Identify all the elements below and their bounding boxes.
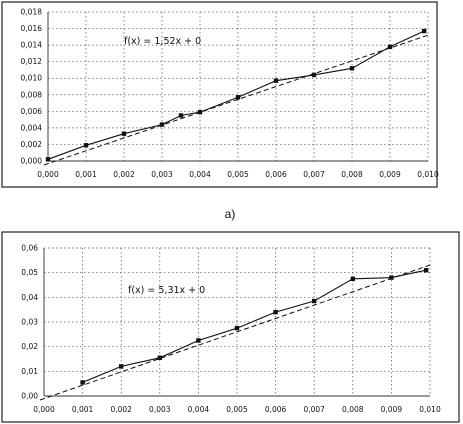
x-tick-label: 0,005 xyxy=(226,405,248,414)
data-point xyxy=(349,66,355,71)
data-point xyxy=(234,325,240,331)
data-point xyxy=(422,28,427,34)
data-point xyxy=(83,143,89,148)
y-tick-label: 0,018 xyxy=(21,8,43,17)
y-tick-label: 0,01 xyxy=(21,367,38,376)
data-point xyxy=(45,157,51,162)
x-tick-label: 0,005 xyxy=(227,170,249,179)
y-tick-label: 0,002 xyxy=(21,140,43,149)
y-tick-label: 0,06 xyxy=(21,244,38,253)
data-point xyxy=(80,380,85,385)
x-tick-label: 0,009 xyxy=(381,405,403,414)
y-tick-label: 0,012 xyxy=(21,57,43,66)
x-tick-label: 0,007 xyxy=(303,405,325,414)
x-tick-label: 0,000 xyxy=(33,405,55,414)
x-tick-label: 0,002 xyxy=(110,405,132,414)
y-tick-label: 0,006 xyxy=(21,107,43,116)
chart-frame xyxy=(1,1,438,188)
x-tick-label: 0,008 xyxy=(341,170,363,179)
data-point xyxy=(350,276,355,282)
x-tick-label: 0,003 xyxy=(149,405,171,414)
y-tick-label: 0,00 xyxy=(21,392,38,401)
trendline-equation: f(x) = 1,52x + 0 xyxy=(124,36,201,47)
y-tick-label: 0,03 xyxy=(21,318,38,327)
data-point xyxy=(311,72,317,78)
chart-b: 0,00 0,01 0,02 0,03 0,04 0,05 0,06 0,000 0,001 0,… xyxy=(1,231,460,423)
x-tick-label: 0,004 xyxy=(189,170,211,179)
trendline xyxy=(39,264,431,401)
data-point xyxy=(159,122,165,127)
series-line xyxy=(82,269,427,383)
data-point xyxy=(273,309,278,315)
caption-a: a) xyxy=(225,207,236,221)
x-tick-label: 0,001 xyxy=(72,405,94,414)
x-tick-label: 0,010 xyxy=(419,405,441,414)
x-tick-label: 0,004 xyxy=(188,405,210,414)
x-tick-label: 0,006 xyxy=(265,405,287,414)
y-tick-label: 0,05 xyxy=(21,268,38,277)
chart-frame xyxy=(1,231,460,423)
data-point xyxy=(273,78,279,83)
data-point xyxy=(178,113,184,118)
data-point xyxy=(387,44,393,49)
y-tick-label: 0,016 xyxy=(21,24,43,33)
data-point xyxy=(119,364,124,369)
chart-a: 0,000 0,002 0,004 0,006 0,008 0,010 0,012 0,014… xyxy=(1,1,439,188)
x-tick-label: 0,008 xyxy=(342,405,364,414)
data-point xyxy=(196,338,201,343)
y-tick-label: 0,02 xyxy=(21,342,38,351)
trendline-equation: f(x) = 5,31x + 0 xyxy=(128,285,205,296)
y-tick-label: 0,014 xyxy=(21,41,43,50)
data-point xyxy=(389,275,394,280)
x-tick-label: 0,009 xyxy=(379,170,401,179)
x-tick-label: 0,000 xyxy=(37,170,59,179)
y-tick-label: 0,008 xyxy=(21,90,43,99)
data-point xyxy=(312,298,317,304)
trendline xyxy=(43,34,429,166)
data-point xyxy=(197,109,203,115)
data-point xyxy=(121,131,127,136)
y-tick-label: 0,04 xyxy=(21,293,38,302)
data-point xyxy=(235,95,241,100)
data-point xyxy=(157,355,162,360)
y-tick-label: 0,004 xyxy=(21,123,43,132)
x-tick-label: 0,001 xyxy=(75,170,97,179)
x-tick-label: 0,002 xyxy=(113,170,135,179)
series-line xyxy=(47,30,425,160)
y-tick-label: 0,000 xyxy=(21,157,43,166)
x-tick-label: 0,006 xyxy=(265,170,287,179)
x-tick-label: 0,003 xyxy=(151,170,173,179)
x-tick-label: 0,010 xyxy=(417,170,439,179)
y-tick-label: 0,010 xyxy=(21,74,43,83)
data-point xyxy=(423,268,429,273)
x-tick-label: 0,007 xyxy=(303,170,325,179)
